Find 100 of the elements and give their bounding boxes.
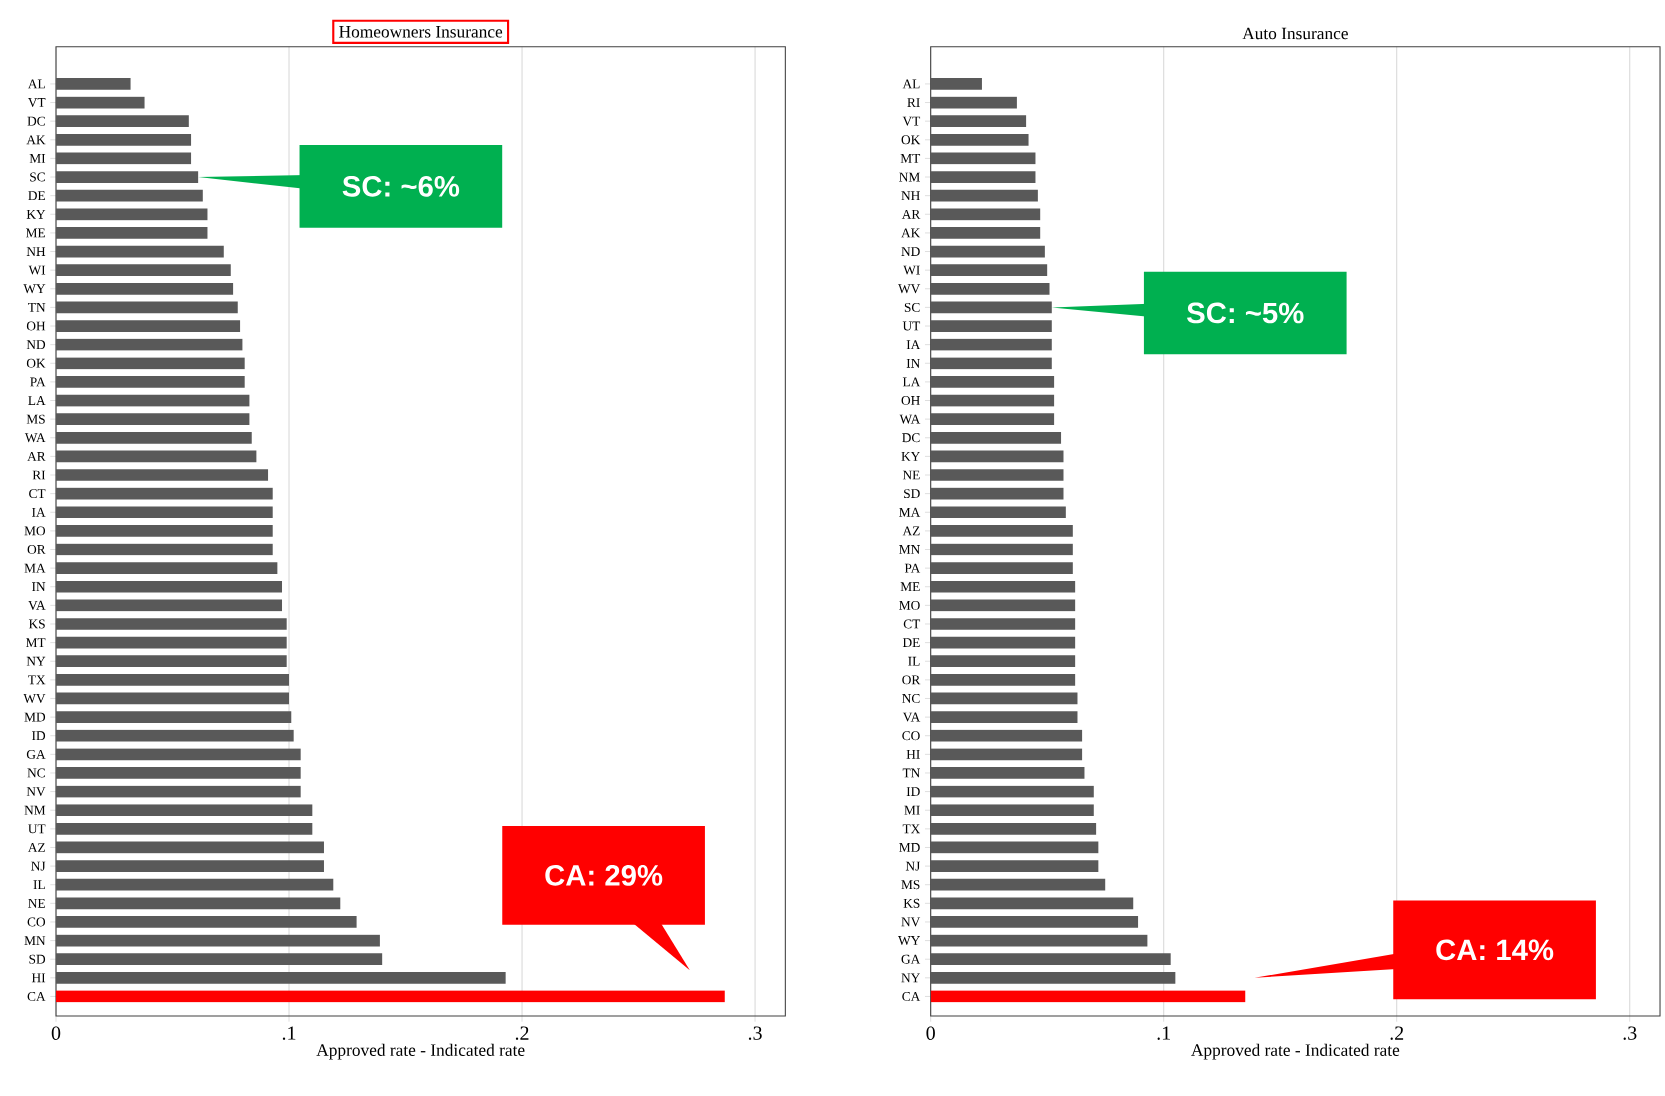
y-tick-label: SD xyxy=(29,954,46,964)
y-tick-label: NC xyxy=(27,768,45,778)
y-tick-label: KY xyxy=(26,209,46,219)
y-tick-label: CO xyxy=(27,917,46,927)
y-tick-label: MA xyxy=(24,563,46,573)
y-tick-label: WA xyxy=(24,433,46,443)
y-tick-label: OK xyxy=(901,135,921,145)
y-tick-label: OR xyxy=(27,545,46,554)
y-tick-label: NY xyxy=(26,656,46,666)
y-tick-label: WI xyxy=(903,265,920,275)
y-tick-label: SD xyxy=(904,489,920,499)
x-tick-label: .3 xyxy=(748,1026,762,1040)
y-tick-label: DC xyxy=(27,116,45,126)
x-axis-title: Approved rate - Indicated rate xyxy=(316,1043,525,1060)
y-tick-label: MI xyxy=(904,805,920,815)
y-tick-label: VA xyxy=(28,600,46,610)
y-tick-label: GA xyxy=(901,954,921,964)
y-tick-label: UT xyxy=(28,824,46,834)
y-tick-label: CA xyxy=(27,991,46,1001)
y-tick-label: KS xyxy=(903,898,920,908)
y-tick-label: AR xyxy=(27,451,46,461)
y-tick-label: AZ xyxy=(902,526,920,536)
y-tick-label: TN xyxy=(902,768,920,778)
y-tick-label: MO xyxy=(24,526,46,536)
y-tick-label: OH xyxy=(901,396,920,405)
annotation: SC: ~6% xyxy=(342,175,460,197)
y-tick-label: RI xyxy=(32,470,46,480)
y-tick-label: MA xyxy=(899,507,921,517)
y-tick-label: MO xyxy=(899,600,920,610)
y-tick-label: TX xyxy=(902,824,921,834)
y-tick-label: CA xyxy=(902,991,921,1001)
y-tick-label: DE xyxy=(28,191,45,201)
y-tick-label: MS xyxy=(901,880,920,890)
y-tick-label: WV xyxy=(23,694,46,703)
x-tick-label: 0 xyxy=(51,1026,61,1040)
y-tick-label: NJ xyxy=(31,861,46,871)
x-axis-title: Approved rate - Indicated rate xyxy=(1191,1043,1400,1060)
y-tick-label: IL xyxy=(908,656,920,666)
y-tick-label: KY xyxy=(901,452,920,461)
y-tick-label: LA xyxy=(902,377,921,387)
y-tick-label: WY xyxy=(23,284,46,294)
y-tick-label: NE xyxy=(902,470,920,480)
x-tick-label: .1 xyxy=(282,1026,296,1040)
chart-title: Homeowners Insurance xyxy=(339,26,503,38)
y-tick-label: IA xyxy=(32,507,46,517)
y-tick-label: WV xyxy=(898,284,921,294)
x-tick-label: .3 xyxy=(1623,1026,1637,1040)
x-tick-label: .1 xyxy=(1157,1026,1170,1040)
y-tick-label: MT xyxy=(900,154,921,163)
y-tick-label: KS xyxy=(28,619,45,629)
y-tick-label: NV xyxy=(901,917,921,927)
y-tick-label: IL xyxy=(33,880,45,890)
annotation: CA: 14% xyxy=(1436,939,1554,961)
y-tick-label: VT xyxy=(902,116,921,126)
y-tick-label: PA xyxy=(30,377,46,387)
y-tick-label: NM xyxy=(899,172,920,182)
chart-title: Auto Insurance xyxy=(1242,27,1348,40)
y-tick-label: NV xyxy=(26,787,46,797)
y-tick-label: AR xyxy=(901,209,921,219)
y-tick-label: NH xyxy=(26,247,46,256)
y-tick-label: AZ xyxy=(27,843,45,852)
y-tick-label: MD xyxy=(24,712,46,722)
y-tick-label: ID xyxy=(906,787,920,796)
y-tick-label: ID xyxy=(32,731,46,741)
y-tick-label: RI xyxy=(907,98,920,107)
y-tick-label: ME xyxy=(25,228,45,238)
y-tick-label: CT xyxy=(29,489,46,499)
y-tick-label: ND xyxy=(26,340,46,350)
y-tick-label: AK xyxy=(901,228,921,238)
y-tick-label: WA xyxy=(899,414,921,424)
y-tick-label: CO xyxy=(902,731,920,741)
y-tick-label: NH xyxy=(901,191,920,201)
y-tick-label: IN xyxy=(906,358,920,368)
y-tick-label: CT xyxy=(903,619,921,629)
y-tick-label: MD xyxy=(899,843,920,852)
y-tick-label: AK xyxy=(26,135,46,145)
y-tick-label: AL xyxy=(902,79,920,89)
y-tick-label: PA xyxy=(904,563,921,573)
y-tick-label: NJ xyxy=(905,861,920,871)
y-tick-label: AL xyxy=(27,79,45,89)
y-tick-label: NC xyxy=(902,694,920,703)
annotation: SC: ~5% xyxy=(1186,302,1304,324)
y-tick-label: IN xyxy=(32,582,46,592)
y-tick-label: HI xyxy=(31,973,46,983)
y-tick-label: MN xyxy=(899,545,920,554)
y-tick-label: ND xyxy=(901,247,920,256)
y-tick-label: OK xyxy=(26,358,46,368)
y-tick-label: VT xyxy=(27,98,46,108)
y-tick-label: OR xyxy=(902,675,921,685)
y-tick-label: LA xyxy=(28,396,46,405)
y-tick-label: GA xyxy=(26,749,46,759)
y-tick-label: MI xyxy=(29,154,46,163)
y-tick-label: MT xyxy=(25,638,46,647)
y-tick-label: WY xyxy=(898,936,920,946)
y-tick-label: HI xyxy=(906,749,920,759)
y-tick-label: TX xyxy=(28,675,46,685)
x-tick-label: .2 xyxy=(1390,1026,1404,1040)
y-tick-label: MN xyxy=(24,936,46,945)
y-tick-label: SC xyxy=(904,302,920,312)
y-tick-label: VA xyxy=(902,712,921,722)
